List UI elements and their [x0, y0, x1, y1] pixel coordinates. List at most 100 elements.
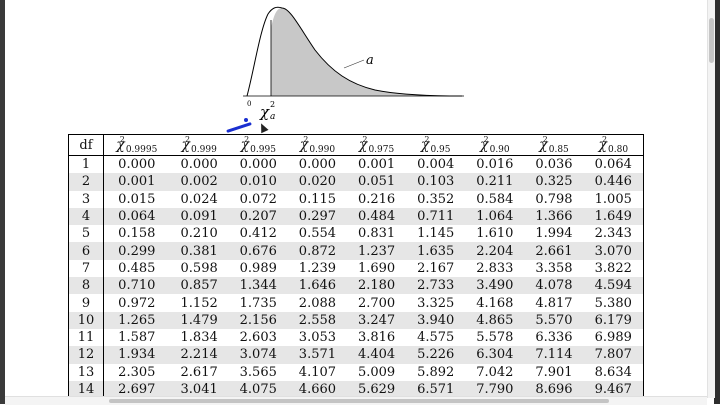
value-cell: 1.239 [298, 260, 337, 276]
table-row: 11 1.587 1.834 2.603 3.053 3.816 4.575 5.578 6.3… [68, 328, 644, 347]
value-cell: 3.074 [228, 346, 288, 364]
value-cell: 0.872 [287, 242, 347, 260]
value-cell: 0.210 [180, 226, 218, 242]
value-cell: 4.107 [298, 364, 337, 380]
value-cell: 2.558 [287, 311, 347, 329]
value-cell: 2.833 [476, 260, 514, 276]
value-cell: 3.070 [583, 242, 644, 260]
table-row: 9 0.972 1.152 1.735 2.088 2.700 3.325 4.168 4.81… [68, 294, 644, 312]
value-cell: 0.446 [583, 173, 644, 191]
horizontal-scrollbar-thumb[interactable] [109, 399, 609, 403]
value-cell: 0.412 [239, 226, 277, 242]
value-cell: 2.661 [524, 242, 584, 260]
table-header-row: df χ20.9995 χ20.999 χ20.995 χ20.990 χ20.… [68, 134, 644, 156]
value-cell: 3.041 [169, 380, 229, 399]
value-cell: 7.807 [583, 346, 644, 364]
value-cell: 1.587 [118, 330, 156, 346]
value-cell: 1.934 [103, 346, 170, 364]
value-cell: 0.211 [465, 173, 525, 191]
value-cell: 0.091 [169, 207, 229, 226]
table-row: 14 2.697 3.041 4.075 4.660 5.629 6.571 7.790 8.6… [68, 380, 644, 399]
value-cell: 4.078 [524, 277, 584, 295]
value-cell: 1.735 [239, 295, 277, 311]
table-row: 5 0.158 0.210 0.412 0.554 0.831 1.145 1.610 1.99… [68, 225, 644, 243]
value-cell: 3.571 [287, 346, 347, 364]
value-cell: 0.297 [287, 207, 347, 226]
value-cell: 0.064 [103, 207, 170, 226]
chi-square-table: df χ20.9995 χ20.999 χ20.995 χ20.990 χ20.… [68, 134, 644, 399]
value-cell: 6.571 [406, 380, 466, 399]
value-cell: 0.711 [406, 207, 466, 226]
value-cell: 7.901 [535, 364, 573, 380]
df-cell: 13 [68, 363, 104, 381]
value-cell: 2.697 [103, 380, 170, 399]
df-cell: 3 [68, 190, 104, 208]
col-header: χ20.80 [583, 134, 644, 156]
area-label: a [366, 53, 374, 68]
value-cell: 0.989 [239, 260, 277, 276]
value-cell: 3.816 [357, 330, 396, 346]
value-cell: 0.001 [357, 157, 396, 173]
value-cell: 5.629 [346, 380, 407, 399]
value-cell: 0.485 [118, 260, 156, 276]
value-cell: 2.088 [298, 295, 337, 311]
axis-zero-label: 0 [247, 100, 251, 108]
value-cell: 2.180 [346, 277, 407, 295]
value-cell: 2.167 [417, 260, 455, 276]
value-cell: 3.247 [346, 311, 407, 329]
value-cell: 1.834 [180, 330, 218, 346]
pen-annotation-dot [244, 118, 248, 122]
value-cell: 3.358 [535, 260, 573, 276]
value-cell: 4.404 [346, 346, 407, 364]
value-cell: 6.304 [465, 346, 525, 364]
value-cell: 1.344 [228, 277, 288, 295]
value-cell: 0.000 [239, 157, 277, 173]
value-cell: 0.554 [298, 226, 337, 242]
value-cell: 2.214 [169, 346, 229, 364]
value-cell: 1.152 [180, 295, 218, 311]
value-cell: 2.733 [406, 277, 466, 295]
value-cell: 1.649 [583, 207, 644, 226]
table-row: 6 0.299 0.381 0.676 0.872 1.237 1.635 2.204 2.66… [68, 242, 644, 260]
vertical-scrollbar-thumb[interactable] [709, 18, 714, 63]
value-cell: 4.168 [476, 295, 514, 311]
value-cell: 0.352 [417, 191, 455, 207]
value-cell: 0.798 [535, 191, 573, 207]
value-cell: 7.114 [524, 346, 584, 364]
col-header: χ20.975 [346, 134, 407, 156]
value-cell: 8.696 [524, 380, 584, 399]
value-cell: 0.000 [118, 157, 156, 173]
df-cell: 12 [68, 346, 104, 364]
value-cell: 0.051 [346, 173, 407, 191]
value-cell: 0.216 [357, 191, 396, 207]
value-cell: 1.646 [287, 277, 347, 295]
window-frame-right [714, 0, 720, 404]
horizontal-scrollbar[interactable] [5, 396, 707, 405]
value-cell: 0.598 [180, 260, 218, 276]
df-cell: 9 [68, 294, 104, 312]
value-cell: 0.000 [298, 157, 337, 173]
df-cell: 5 [68, 225, 104, 243]
value-cell: 2.156 [228, 311, 288, 329]
value-cell: 3.822 [594, 260, 632, 276]
value-cell: 0.015 [118, 191, 156, 207]
value-cell: 0.002 [169, 173, 229, 191]
value-cell: 5.380 [594, 295, 632, 311]
table-row: 10 1.265 1.479 2.156 2.558 3.247 3.940 4.865 5.5… [68, 311, 644, 329]
df-cell: 2 [68, 173, 104, 191]
value-cell: 3.053 [298, 330, 337, 346]
value-cell: 5.578 [476, 330, 514, 346]
value-cell: 4.075 [228, 380, 288, 399]
value-cell: 0.381 [169, 242, 229, 260]
table-row: 13 2.305 2.617 3.565 4.107 5.009 5.892 7.042 7.9… [68, 363, 644, 381]
value-cell: 0.484 [346, 207, 407, 226]
value-cell: 1.064 [465, 207, 525, 226]
value-cell: 6.336 [535, 330, 573, 346]
value-cell: 4.817 [535, 295, 573, 311]
value-cell: 4.575 [417, 330, 455, 346]
df-cell: 11 [68, 328, 104, 347]
vertical-scrollbar[interactable] [707, 0, 715, 398]
value-cell: 0.710 [103, 277, 170, 295]
value-cell: 1.237 [346, 242, 407, 260]
value-cell: 2.343 [594, 226, 632, 242]
